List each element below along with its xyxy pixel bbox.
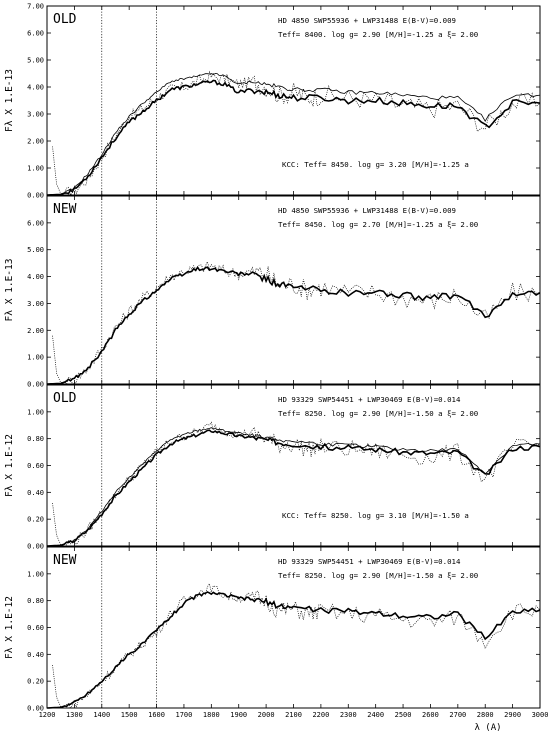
panel-tag: OLD (53, 12, 77, 27)
x-tick-label: 2100 (285, 711, 302, 719)
y-tick-label: 3.00 (27, 300, 44, 308)
panel-info-line: HD 4850 SWP55936 + LWP31488 E(B-V)=0.009 (278, 206, 456, 215)
y-tick-label: 3.00 (27, 111, 44, 119)
x-tick-label: 2800 (477, 711, 494, 719)
x-axis-title: λ (A) (474, 723, 501, 733)
x-tick-label: 1500 (121, 711, 138, 719)
y-tick-label: 0.60 (27, 624, 44, 632)
series-line-model-thick (46, 429, 541, 547)
x-tick-label: 1400 (93, 711, 110, 719)
panel-info-line: Teff= 8250. log g= 2.90 [M/H]=-1.50 a ξ=… (278, 409, 478, 418)
series-line-kcc-thin (46, 427, 541, 547)
panel-info-line: HD 93329 SWP54451 + LWP30469 E(B-V)=0.01… (278, 557, 461, 566)
x-tick-label: 2700 (449, 711, 466, 719)
panel-tag: NEW (53, 202, 77, 217)
panel-kcc-note: KCC: Teff= 8450. log g= 3.20 [M/H]=-1.25… (282, 160, 469, 169)
x-tick-label: 3000 (532, 711, 549, 719)
y-tick-label: 1.00 (27, 408, 44, 416)
series-line-observed-dotted (52, 421, 541, 546)
y-tick-label: 0.60 (27, 462, 44, 470)
y-tick-label: 0.00 (27, 705, 44, 713)
y-tick-label: 0.40 (27, 651, 44, 659)
panel-info-line: HD 93329 SWP54451 + LWP30469 E(B-V)=0.01… (278, 395, 461, 404)
y-tick-label: 7.00 (27, 3, 44, 11)
y-tick-label: 1.00 (27, 165, 44, 173)
y-tick-label: 5.00 (27, 57, 44, 65)
y-tick-label: 2.00 (27, 138, 44, 146)
x-tick-label: 2600 (422, 711, 439, 719)
x-tick-label: 2900 (504, 711, 521, 719)
panel-info-line: Teff= 8250. log g= 2.90 [M/H]=-1.50 a ξ=… (278, 571, 478, 580)
panel-2: 0.00 1.00 2.00 3.00 4.00 5.00 6.00 NEW HD 4850 S… (4, 195, 541, 389)
panel-info-line: Teff= 8400. log g= 2.90 [M/H]=-1.25 a ξ=… (278, 30, 478, 39)
y-tick-label: 0.00 (27, 543, 44, 551)
x-tick-label: 2200 (312, 711, 329, 719)
x-tick-label: 2400 (367, 711, 384, 719)
series-line-model-thick (46, 265, 541, 385)
y-tick-label: 1.00 (27, 354, 44, 362)
x-tick-label: 2300 (340, 711, 357, 719)
y-tick-label: 1.00 (27, 570, 44, 578)
x-tick-label: 2500 (395, 711, 412, 719)
series-line-model-thick (46, 79, 541, 196)
x-axis: 1200 1300 1400 1500 1600 1700 1800 1900 2000 2100… (39, 711, 549, 719)
series-line-observed-dotted (52, 70, 541, 196)
panel-1: 0.00 1.00 2.00 3.00 4.00 5.00 6.00 7.00 OLD HD 48… (4, 3, 541, 200)
y-tick-label: 0.80 (27, 435, 44, 443)
y-axis-unit-label: Fλ X 1.E-13 (4, 259, 15, 322)
y-tick-label: 0.20 (27, 516, 44, 524)
x-tick-label: 2000 (258, 711, 275, 719)
panel-4: 0.00 0.20 0.40 0.60 0.80 1.00 NEW HD 93329 SWP5… (4, 546, 541, 713)
y-axis-unit-label: Fλ X 1.E-12 (4, 596, 15, 659)
y-tick-label: 4.00 (27, 273, 44, 281)
panel-kcc-note: KCC: Teff= 8250. log g= 3.10 [M/H]=-1.50… (282, 511, 469, 520)
x-tick-label: 1300 (66, 711, 83, 719)
y-axis-unit-label: Fλ X 1.E-13 (4, 69, 15, 132)
panel-tag: NEW (53, 553, 77, 568)
series-line-observed-dotted (52, 260, 541, 385)
series-line-model-thick (46, 591, 541, 709)
x-tick-label: 1700 (176, 711, 193, 719)
y-tick-label: 0.20 (27, 678, 44, 686)
series-line-kcc-thin (46, 73, 541, 196)
panel-tag: OLD (53, 391, 77, 406)
y-tick-label: 0.40 (27, 489, 44, 497)
y-tick-label: 0.80 (27, 597, 44, 605)
panel-info-line: HD 4850 SWP55936 + LWP31488 E(B-V)=0.009 (278, 16, 456, 25)
y-tick-label: 0.00 (27, 192, 44, 200)
x-tick-label: 1800 (203, 711, 220, 719)
x-tick-label: 1200 (39, 711, 56, 719)
y-axis-unit-label: Fλ X 1.E-12 (4, 434, 15, 497)
y-tick-label: 2.00 (27, 327, 44, 335)
y-tick-label: 0.00 (27, 381, 44, 389)
series-line-observed-dotted (52, 582, 541, 709)
x-tick-label: 1600 (148, 711, 165, 719)
panel-3: 0.00 0.20 0.40 0.60 0.80 1.00 OLD HD 93329 SWP5… (4, 384, 541, 551)
y-tick-label: 4.00 (27, 84, 44, 92)
panel-info-line: Teff= 8450. log g= 2.70 [M/H]=-1.25 a ξ=… (278, 220, 478, 229)
y-tick-label: 6.00 (27, 30, 44, 38)
y-tick-label: 5.00 (27, 246, 44, 254)
x-tick-label: 1900 (230, 711, 247, 719)
panels-group: 0.00 1.00 2.00 3.00 4.00 5.00 6.00 7.00 OLD HD 48… (4, 3, 541, 713)
y-tick-label: 6.00 (27, 219, 44, 227)
